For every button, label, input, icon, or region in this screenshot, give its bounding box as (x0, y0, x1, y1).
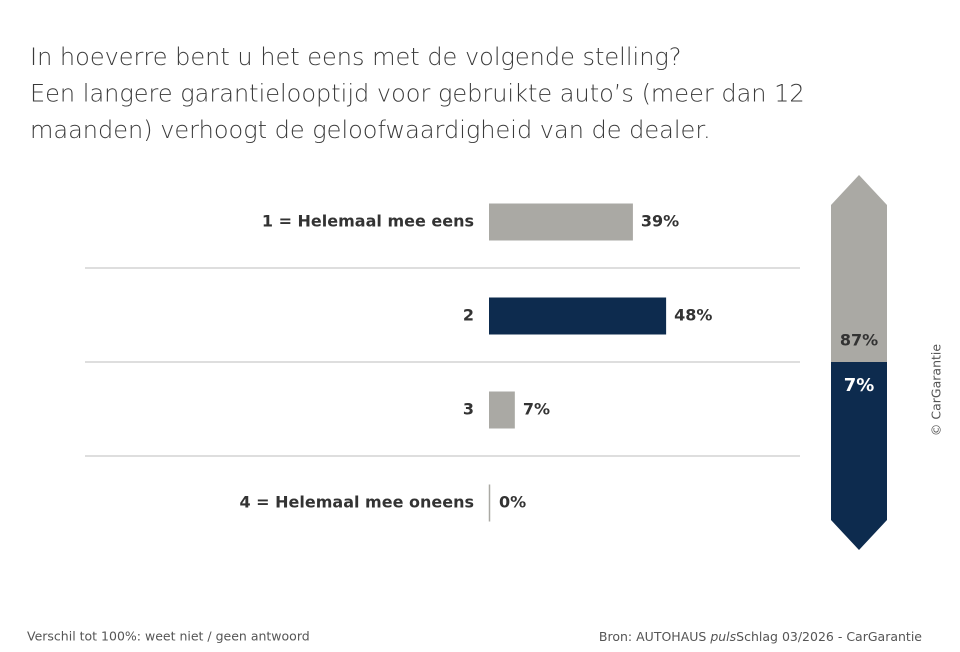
title-line: In hoeverre bent u het eens met de volge… (30, 43, 682, 71)
summary-label: 87% (840, 331, 878, 350)
value-label: 39% (641, 212, 679, 231)
summary-segment (831, 362, 887, 550)
category-label: 4 = Helemaal mee oneens (239, 493, 474, 512)
bar (489, 297, 667, 335)
source: Bron: AUTOHAUS pulsSchlag 03/2026 - CarGa… (599, 629, 922, 644)
source-italic: puls (709, 629, 736, 644)
source-suffix: Schlag 03/2026 - CarGarantie (736, 629, 922, 644)
source-prefix: Bron: AUTOHAUS (599, 629, 706, 644)
value-label: 0% (499, 493, 526, 512)
summary-label: 7% (844, 375, 875, 396)
title-line: Een langere garantielooptijd voor gebrui… (30, 80, 805, 108)
category-label: 1 = Helemaal mee eens (262, 212, 474, 231)
value-label: 48% (674, 306, 712, 325)
title-line: maanden) verhoogt de geloofwaardigheid v… (30, 116, 711, 144)
value-label: 7% (523, 400, 550, 419)
copyright: © CarGarantie (929, 344, 944, 436)
footnote: Verschil tot 100%: weet niet / geen antw… (27, 629, 310, 644)
category-label: 3 (463, 400, 474, 419)
bar (489, 391, 515, 429)
summary-segment (831, 175, 887, 362)
category-label: 2 (463, 306, 474, 325)
bar (489, 203, 633, 241)
